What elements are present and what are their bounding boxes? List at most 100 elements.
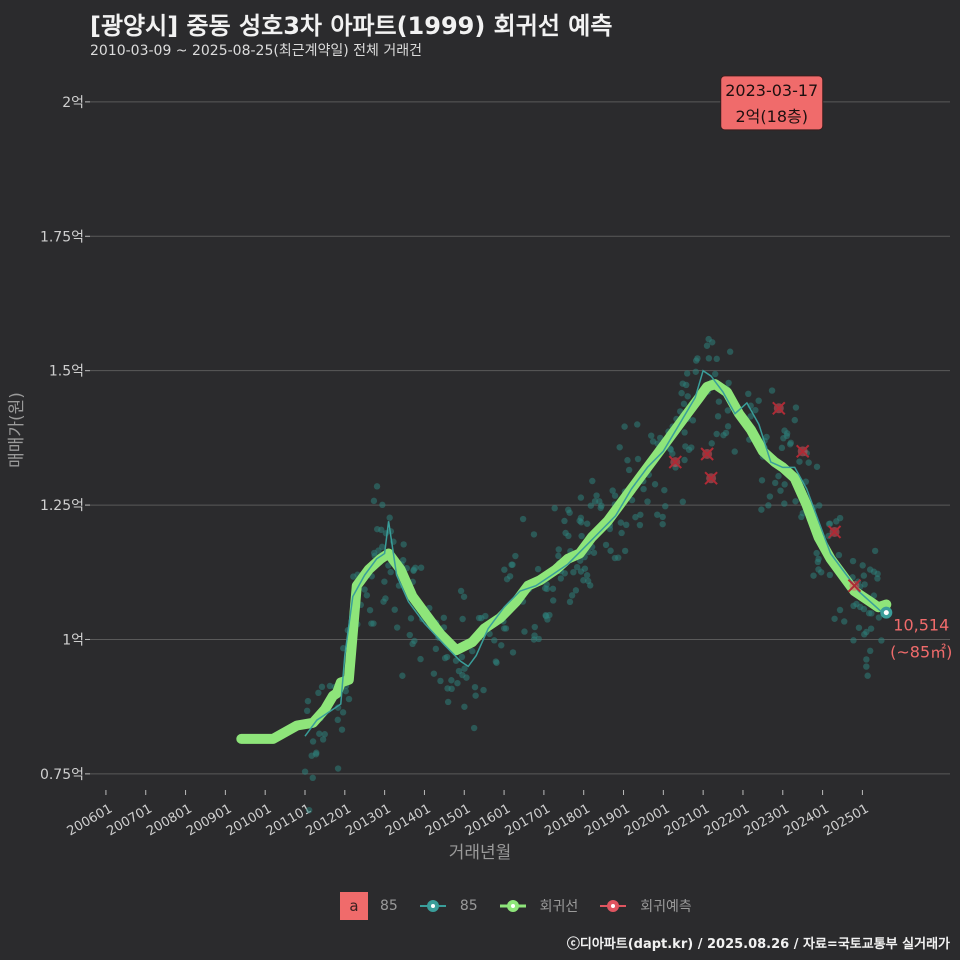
scatter-point <box>387 568 394 576</box>
scatter-point <box>816 502 823 509</box>
scatter-point <box>321 731 328 738</box>
y-tick-label: 2억 <box>62 95 84 111</box>
forecast-x-mark <box>700 447 714 461</box>
scatter-point <box>859 562 866 569</box>
scatter-point <box>318 683 326 691</box>
legend-label-a: 85 <box>380 898 398 914</box>
scatter-point <box>391 606 398 613</box>
scatter-point <box>417 655 424 663</box>
y-tick-label: 1.25억 <box>40 498 84 514</box>
forecast-x-mark <box>772 401 786 416</box>
scatter-point <box>602 541 610 549</box>
scatter-point <box>766 493 774 500</box>
scatter-point <box>512 552 519 560</box>
legend-label-85: 85 <box>459 898 478 914</box>
scatter-point <box>692 368 699 375</box>
scatter-point <box>833 518 840 525</box>
scatter-point <box>648 432 655 439</box>
scatter-point <box>662 503 669 510</box>
forecast-x-mark <box>827 525 842 539</box>
scatter-point <box>498 642 505 649</box>
scatter-point <box>437 677 444 685</box>
scatter-point <box>726 348 734 355</box>
scatter-point <box>326 682 334 690</box>
scatter-point <box>871 547 879 555</box>
regression-line <box>236 379 892 744</box>
scatter-point <box>792 498 799 505</box>
scatter-point <box>530 531 538 538</box>
scatter-point <box>444 698 452 706</box>
scatter-point <box>679 380 686 387</box>
scatter-point <box>772 479 779 487</box>
scatter-point <box>713 355 720 363</box>
scatter-point <box>778 444 786 452</box>
scatter-point <box>373 483 381 490</box>
scatter-point <box>731 448 738 455</box>
scatter-point <box>313 749 320 756</box>
scatter-point <box>301 768 309 775</box>
scatter-point <box>565 506 572 514</box>
chart-title: [광양시] 중동 성호3차 아파트(1999) 회귀선 예측 <box>90 12 613 40</box>
scatter-point <box>765 502 772 509</box>
scatter-point <box>486 630 493 638</box>
legend-key-a: a <box>340 892 368 920</box>
scatter-point <box>722 429 730 437</box>
scatter-point <box>874 575 881 582</box>
scatter-point <box>758 477 766 484</box>
scatter-point <box>587 582 594 589</box>
scatter-point <box>684 393 691 400</box>
scatter-point <box>399 672 406 679</box>
scatter-point <box>470 724 478 732</box>
scatter-point <box>705 335 712 343</box>
scatter-point <box>621 423 628 430</box>
scatter-point <box>747 413 754 420</box>
scatter-point <box>443 653 451 661</box>
y-axis-title: 매매가(원) <box>7 392 27 468</box>
scatter-point <box>368 620 375 627</box>
scatter-point <box>636 521 644 529</box>
y-tick-label: 1.75억 <box>40 229 84 245</box>
legend-line-icon-forecast <box>598 892 628 920</box>
scatter-point <box>792 404 800 411</box>
scatter-point <box>350 573 357 580</box>
scatter-point <box>480 686 487 694</box>
scatter-point <box>454 679 461 687</box>
scatter-point <box>826 571 834 579</box>
scatter-point <box>637 511 644 518</box>
scatter-point <box>530 636 538 643</box>
scatter-point <box>875 614 883 621</box>
scatter-point <box>781 427 788 434</box>
scatter-point <box>836 606 844 614</box>
scatter-point <box>471 683 479 691</box>
scatter-point <box>587 502 595 509</box>
scatter-point <box>305 806 313 814</box>
scatter-point <box>781 481 788 488</box>
scatter-point <box>621 547 629 555</box>
scatter-point <box>342 687 349 695</box>
y-tick-label: 1.5억 <box>49 364 84 380</box>
scatter-point <box>632 513 639 521</box>
scatter-point <box>570 568 577 576</box>
scatter-point <box>577 494 585 501</box>
scatter-point <box>561 517 568 525</box>
trade-line-85 <box>304 369 883 737</box>
scatter-point <box>469 647 476 655</box>
scatter-point <box>640 485 647 493</box>
forecast-x-mark <box>795 444 810 459</box>
scatter-point <box>634 455 642 463</box>
scatter-point <box>583 520 591 527</box>
legend-label-forecast: 회귀예측 <box>640 899 692 915</box>
scatter-point <box>708 440 715 447</box>
scatter-point <box>758 506 765 513</box>
scatter-point <box>724 407 732 414</box>
scatter-point <box>566 598 574 606</box>
scatter-point <box>855 624 863 631</box>
scatter-point <box>432 645 440 653</box>
scatter-group <box>301 335 885 814</box>
scatter-point <box>371 549 378 557</box>
scatter-point <box>541 585 549 592</box>
scatter-point <box>382 595 389 602</box>
scatter-point <box>411 637 418 645</box>
max-annotation-date: 2023-03-17 <box>725 81 818 100</box>
scatter-point <box>867 625 875 632</box>
